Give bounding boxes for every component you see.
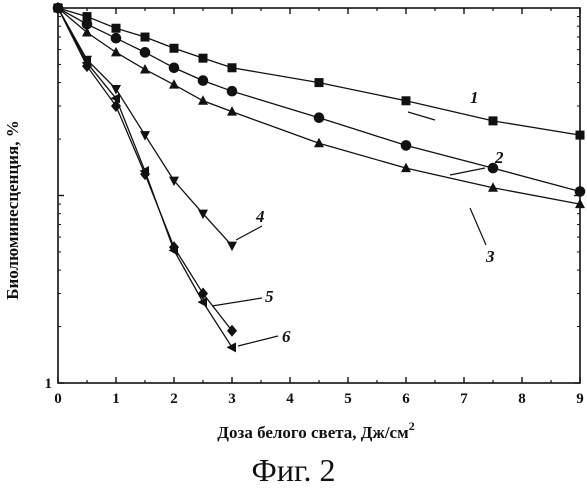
data-point-series-1 xyxy=(489,116,498,125)
series-label-5: 5 xyxy=(265,287,274,306)
data-point-series-3 xyxy=(198,95,208,105)
series-label-2: 2 xyxy=(494,148,504,167)
data-point-series-1 xyxy=(199,54,208,63)
series-label-leader xyxy=(470,208,486,245)
data-point-series-2 xyxy=(227,86,238,97)
data-point-series-1 xyxy=(402,96,411,105)
series-label-leader xyxy=(238,336,278,346)
data-point-series-1 xyxy=(112,24,121,33)
data-point-series-4 xyxy=(227,242,237,252)
series-label-4: 4 xyxy=(255,207,265,226)
series-label-6: 6 xyxy=(282,327,291,346)
series-line-3 xyxy=(58,8,580,204)
data-point-series-2 xyxy=(198,75,209,86)
x-tick-label: 3 xyxy=(228,391,236,407)
data-point-series-3 xyxy=(82,27,92,37)
x-axis-title: Доза белого света, Дж/см2 xyxy=(217,419,414,442)
x-tick-label: 7 xyxy=(460,391,468,407)
series-label-1: 1 xyxy=(470,88,479,107)
series-markers xyxy=(53,2,586,352)
data-point-series-6 xyxy=(227,342,237,352)
series-labels: 1 2 3 4 5 6 xyxy=(212,88,504,346)
x-tick-label: 1 xyxy=(112,391,120,407)
data-point-series-2 xyxy=(401,140,412,151)
data-point-series-3 xyxy=(169,79,179,89)
data-point-series-2 xyxy=(169,62,180,73)
data-point-series-3 xyxy=(140,64,150,74)
x-tick-label: 0 xyxy=(54,391,62,407)
y-axis-title: Биолюминесценция, % xyxy=(3,120,22,300)
data-point-series-2 xyxy=(140,47,151,58)
x-tick-label: 4 xyxy=(286,391,294,407)
series-label-leader xyxy=(450,168,485,175)
axes: 01234567891 xyxy=(45,8,584,407)
figure-caption: Фиг. 2 xyxy=(0,452,587,489)
data-point-series-1 xyxy=(228,63,237,72)
data-point-series-2 xyxy=(111,33,122,44)
x-tick-label: 6 xyxy=(402,391,410,407)
data-point-series-4 xyxy=(140,131,150,141)
series-label-leader xyxy=(212,298,262,306)
x-tick-label: 2 xyxy=(170,391,178,407)
series-label-leader xyxy=(236,226,262,240)
data-point-series-1 xyxy=(315,78,324,87)
series-lines xyxy=(58,8,580,347)
data-point-series-1 xyxy=(141,33,150,42)
x-tick-label: 8 xyxy=(518,391,526,407)
data-point-series-3 xyxy=(111,47,121,57)
series-label-leader xyxy=(408,112,435,120)
data-point-series-2 xyxy=(314,112,325,123)
x-tick-label: 5 xyxy=(344,391,352,407)
data-point-series-1 xyxy=(170,44,179,53)
y-tick-label: 1 xyxy=(45,376,53,392)
bioluminescence-chart: 01234567891 123456 Доза белого света, Дж… xyxy=(0,0,587,450)
data-point-series-2 xyxy=(575,186,586,197)
series-label-3: 3 xyxy=(485,247,495,266)
data-point-series-1 xyxy=(576,131,585,140)
x-tick-label: 9 xyxy=(576,391,584,407)
